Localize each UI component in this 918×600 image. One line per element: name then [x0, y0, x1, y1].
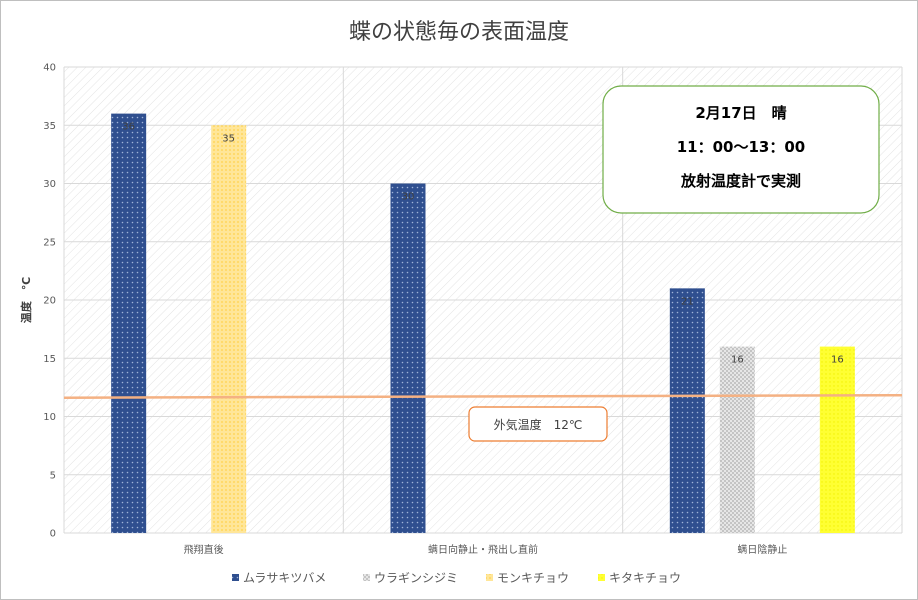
- data-label: 21: [681, 296, 694, 307]
- y-tick-label: 25: [43, 237, 56, 248]
- legend-label: キタキチョウ: [609, 571, 681, 585]
- legend-label: ウラギンシジミ: [374, 571, 458, 585]
- x-axis-categories: 飛翔直後 螨日向静止・飛出し直前 螨日陰静止: [184, 543, 788, 556]
- legend-swatch: [363, 574, 370, 581]
- data-label: 16: [831, 355, 844, 366]
- legend: ムラサキツバメ ウラギンシジミ モンキチョウ キタキチョウ: [232, 571, 681, 585]
- category-label: 螨日向静止・飛出し直前: [428, 543, 538, 556]
- bar: [211, 125, 247, 533]
- legend-swatch: [232, 574, 239, 581]
- data-label: 35: [222, 133, 235, 144]
- bar: [719, 346, 755, 533]
- reference-line-group: [63, 393, 903, 399]
- annotation-method: 放射温度計で実測: [680, 172, 801, 190]
- legend-label: モンキチョウ: [497, 571, 569, 585]
- annotation-date: 2月17日 晴: [695, 104, 786, 122]
- category-label: 螨日陰静止: [737, 543, 787, 556]
- y-tick-label: 0: [50, 529, 56, 540]
- y-tick-label: 15: [43, 354, 56, 365]
- annotation-box: 2月17日 晴 11：00～13：00 放射温度計で実測: [602, 85, 880, 214]
- reference-label: 外気温度 12℃: [494, 417, 583, 432]
- data-label: 36: [122, 122, 135, 133]
- legend-swatch: [486, 574, 493, 581]
- legend-swatch: [598, 574, 605, 581]
- bar: [819, 346, 855, 533]
- chart-title: 蝶の状態毎の表面温度: [349, 20, 569, 45]
- annotation-time: 11：00～13：00: [677, 138, 806, 156]
- y-tick-label: 5: [50, 470, 56, 481]
- bar: [669, 288, 705, 533]
- y-tick-label: 20: [43, 296, 56, 307]
- data-label: 16: [731, 355, 744, 366]
- data-label: 30: [402, 192, 415, 203]
- bar: [390, 183, 426, 533]
- reference-label-box: 外気温度 12℃: [468, 406, 608, 442]
- y-tick-label: 35: [43, 121, 56, 132]
- data-labels: 36 30 21 16 35 16: [122, 122, 843, 366]
- y-tick-label: 10: [43, 412, 56, 423]
- bar: [111, 113, 147, 533]
- y-axis-ticks: 0 5 10 15 20 25 30 35 40: [43, 63, 56, 540]
- bars: [111, 113, 855, 533]
- y-tick-label: 30: [43, 179, 56, 190]
- category-label: 飛翔直後: [184, 543, 224, 556]
- y-tick-label: 40: [43, 63, 56, 74]
- reference-line: [63, 393, 903, 399]
- y-axis-label: 温度 ℃: [19, 277, 33, 323]
- legend-label: ムラサキツバメ: [243, 571, 326, 585]
